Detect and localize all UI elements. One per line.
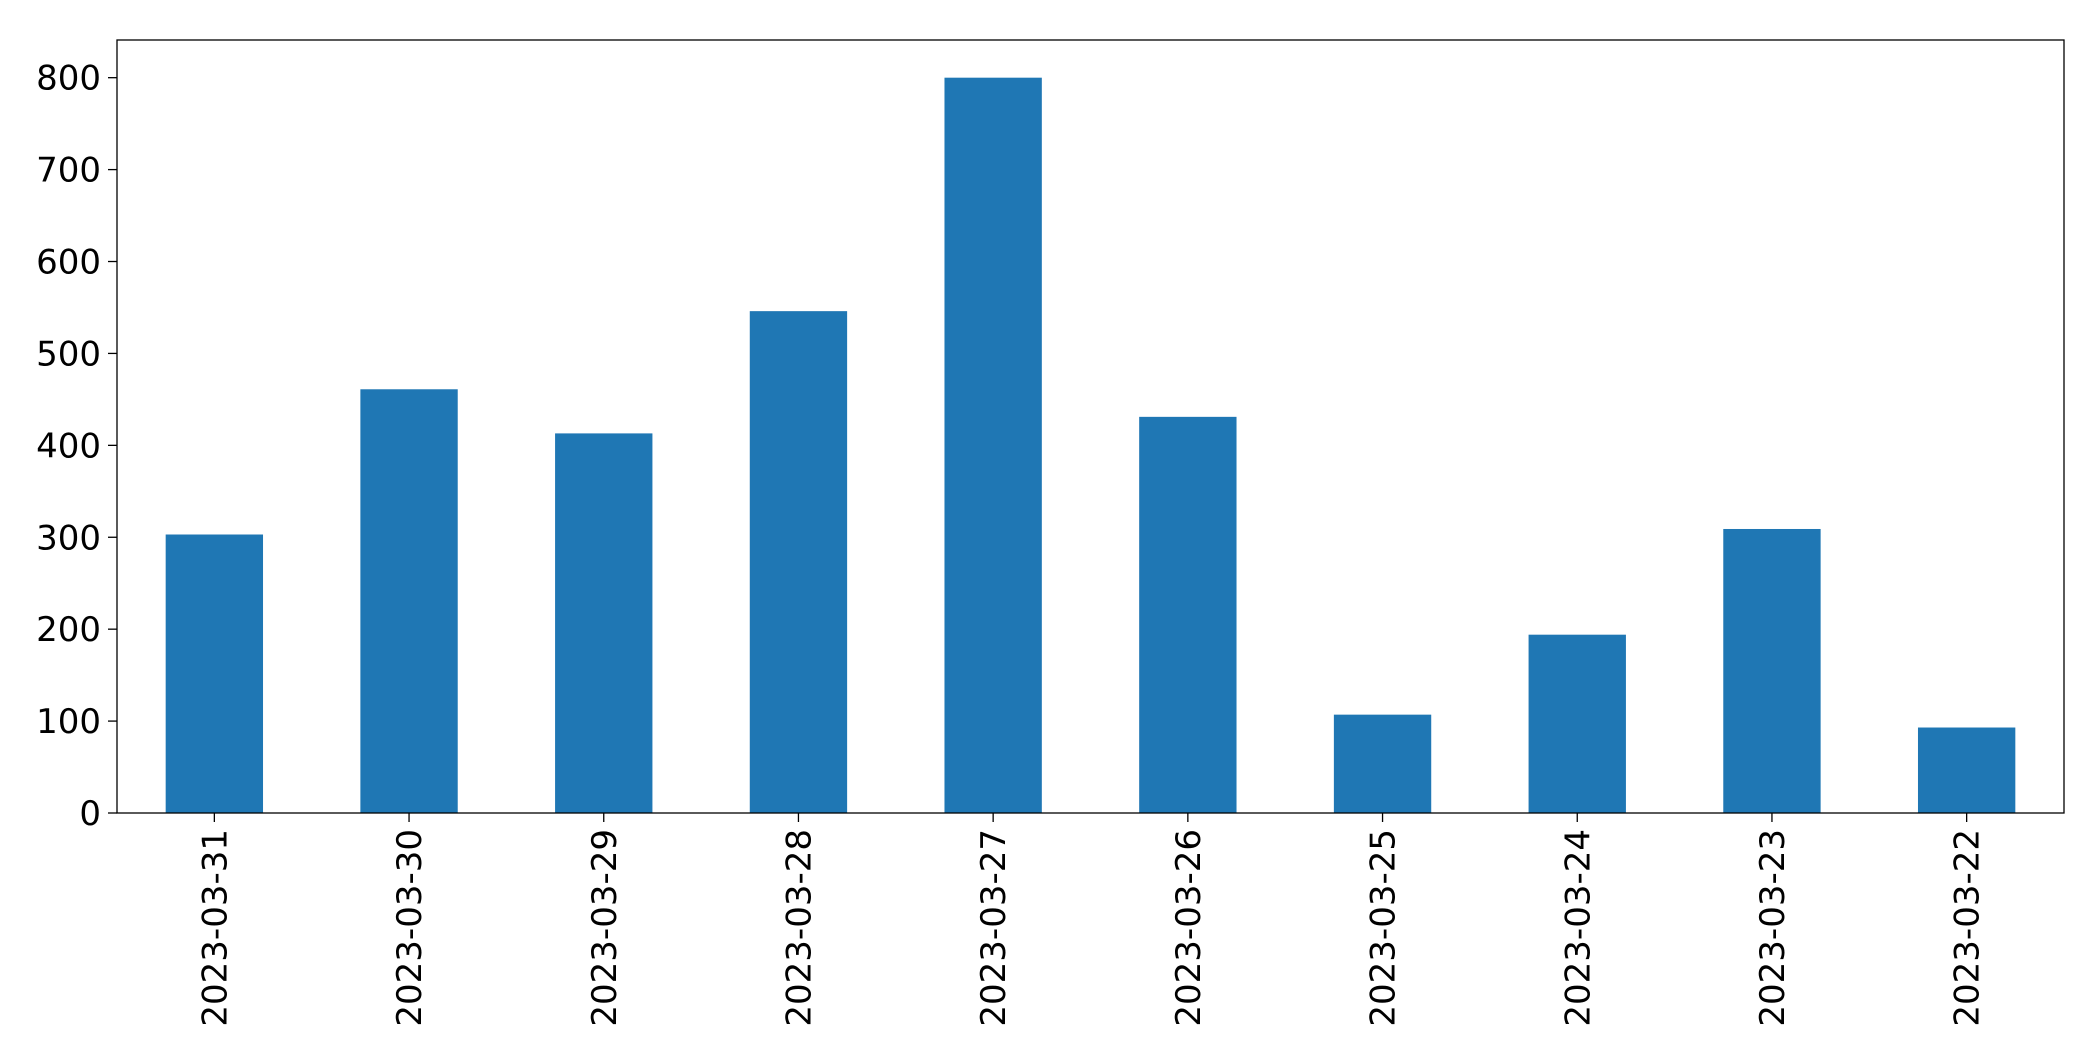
y-tick-label: 700 [36,151,101,191]
y-tick-label: 600 [36,243,101,283]
x-tick-label: 2023-03-22 [1948,829,1988,1027]
bar [1333,714,1432,813]
y-tick-label: 100 [36,702,101,742]
bar [1917,727,2016,813]
y-tick-label: 300 [36,518,101,558]
bar [944,77,1042,814]
y-tick-label: 400 [36,426,101,466]
y-tick-label: 500 [36,334,101,374]
bar [1723,528,1821,813]
bar [749,311,848,813]
x-tick-label: 2023-03-30 [390,829,430,1027]
x-tick-label: 2023-03-24 [1558,829,1598,1027]
y-tick-label: 200 [36,610,101,650]
y-tick-label: 800 [36,59,101,99]
x-tick-label: 2023-03-25 [1364,829,1404,1027]
bar [1139,416,1237,813]
x-tick-label: 2023-03-26 [1169,829,1209,1027]
x-tick-label: 2023-03-29 [585,829,625,1027]
x-tick-label: 2023-03-23 [1753,829,1793,1027]
x-tick-label: 2023-03-27 [974,829,1014,1027]
x-tick-label: 2023-03-31 [195,829,235,1027]
plot-frame [116,39,2065,814]
bar [555,433,653,813]
y-tick-label: 0 [79,794,101,834]
bar [1528,634,1626,813]
bar [165,534,264,813]
bar [360,389,458,813]
x-tick-label: 2023-03-28 [779,829,819,1027]
